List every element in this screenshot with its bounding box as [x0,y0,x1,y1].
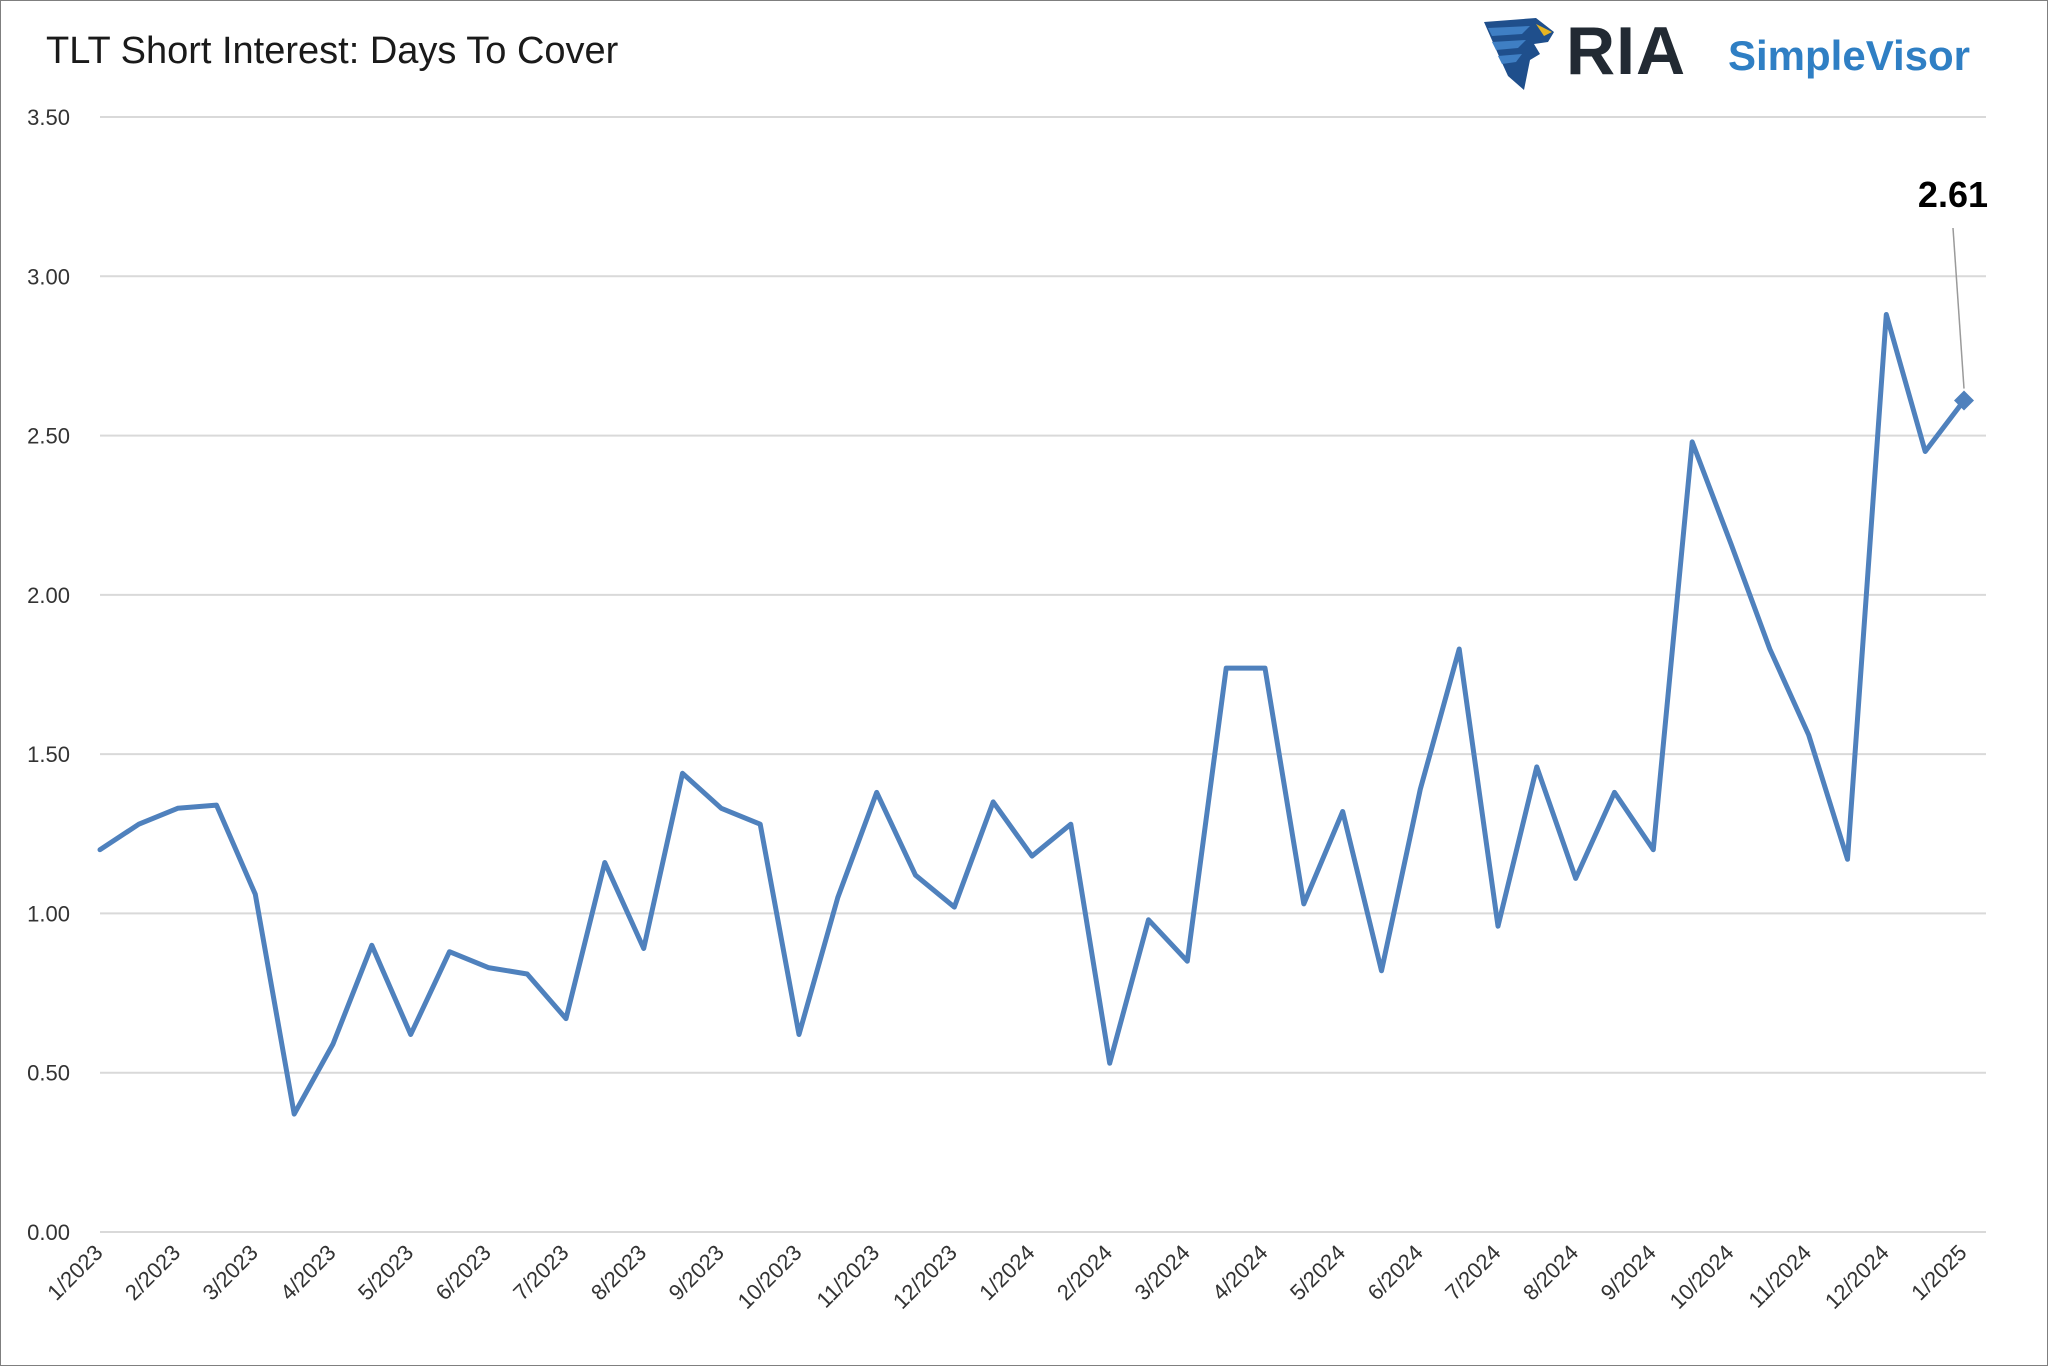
x-tick-label: 12/2023 [888,1240,962,1314]
x-tick-label: 12/2024 [1820,1240,1894,1314]
x-tick-label: 6/2023 [431,1240,496,1305]
x-tick-label: 11/2023 [811,1240,884,1313]
y-tick-label: 3.00 [27,264,70,289]
ria-simplevisor-logo: RIA SimpleVisor [1478,13,1998,94]
x-tick-label: 10/2023 [733,1240,807,1314]
x-tick-label: 6/2024 [1363,1240,1428,1305]
x-tick-label: 1/2025 [1906,1240,1971,1305]
x-tick-label: 8/2024 [1518,1240,1583,1305]
x-tick-label: 7/2023 [508,1240,573,1305]
annotation-label: 2.61 [1918,174,1988,215]
x-tick-label: 9/2023 [664,1240,729,1305]
x-tick-label: 5/2024 [1285,1240,1350,1305]
x-tick-label: 1/2023 [42,1240,107,1305]
x-tick-label: 9/2024 [1596,1240,1661,1305]
logo-simplevisor-text: SimpleVisor [1728,32,1970,79]
y-axis-tick-labels: 0.00 0.50 1.00 1.50 2.00 2.50 3.00 3.50 [27,105,70,1245]
x-tick-label: 3/2024 [1130,1240,1195,1305]
annotation: 2.61 [1918,174,1988,411]
x-tick-label: 4/2023 [275,1240,340,1305]
y-tick-label: 0.50 [27,1061,70,1086]
chart-title: TLT Short Interest: Days To Cover [46,30,619,72]
x-tick-label: 5/2023 [353,1240,418,1305]
x-axis-tick-labels: 1/2023 2/2023 3/2023 4/2023 5/2023 6/2023 7/20… [42,1240,1971,1314]
x-tick-label: 3/2023 [198,1240,263,1305]
y-tick-label: 2.50 [27,424,70,449]
series-line [97,312,1967,1117]
last-value-marker [1954,390,1974,411]
gridlines [100,116,1986,1233]
logo-ria-text: RIA [1566,13,1687,89]
series [97,312,1967,1117]
y-tick-label: 0.00 [27,1220,70,1245]
annotation-leader-line [1952,227,1965,389]
x-tick-label: 10/2024 [1665,1240,1739,1314]
x-tick-label: 2/2024 [1052,1240,1117,1305]
y-tick-label: 2.00 [27,583,70,608]
y-tick-label: 1.00 [27,901,70,926]
y-tick-label: 3.50 [27,105,70,130]
x-tick-label: 11/2024 [1743,1240,1816,1313]
y-tick-label: 1.50 [27,742,70,767]
eagle-head-icon [1484,18,1554,90]
x-tick-label: 1/2024 [974,1240,1039,1305]
x-tick-label: 4/2024 [1207,1240,1272,1305]
x-tick-label: 2/2023 [120,1240,185,1305]
x-tick-label: 8/2023 [586,1240,651,1305]
x-tick-label: 7/2024 [1440,1240,1505,1305]
